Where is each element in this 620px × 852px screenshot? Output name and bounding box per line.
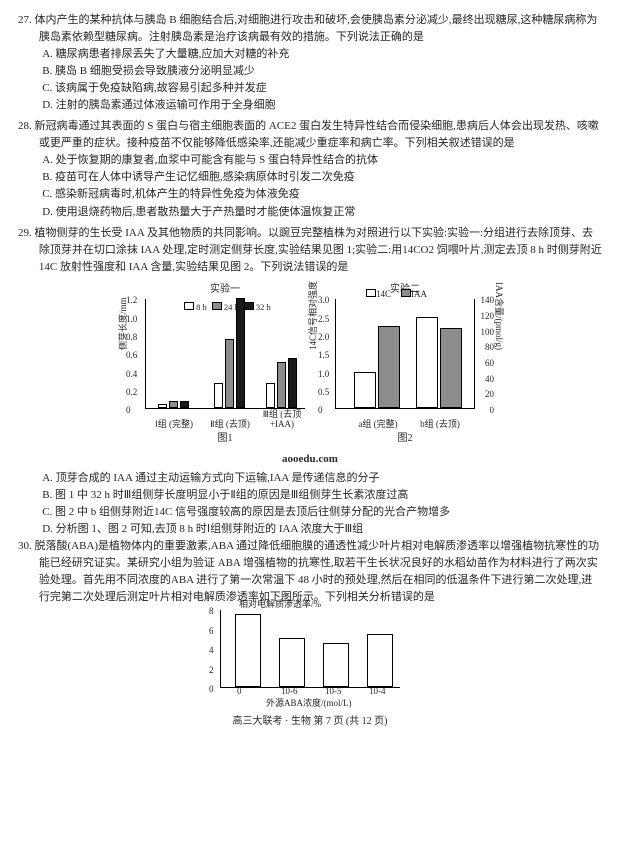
q29-opt-a: A. 顶芽合成的 IAA 通过主动运输方式向下运输,IAA 是传递信息的分子 (18, 470, 602, 487)
chart-1: 侧芽长度/mm 8 h 24 h 32 h 00.20.40.60.81.01.… (145, 299, 305, 409)
q27-opt-c: C. 该病属于免疫缺陷病,故容易引起多种并发症 (18, 80, 602, 97)
chart-3: 相对电解质渗透率/% 外源ABA浓度/(mol/L) 02468010-610-… (220, 610, 400, 688)
q29-opt-c: C. 图 2 中 b 组侧芽附近14C 信号强度较高的原因是去顶后往侧芽分配的光… (18, 504, 602, 521)
fig2-legend: 14CIAA (366, 288, 427, 302)
fig3-xlabel: 外源ABA浓度/(mol/L) (266, 697, 352, 711)
fig1-legend: 8 h 24 h 32 h (184, 301, 271, 314)
figure-3-wrap: 相对电解质渗透率/% 外源ABA浓度/(mol/L) 02468010-610-… (18, 610, 602, 688)
q28-opt-c: C. 感染新冠病毒时,机体产生的特异性免疫为体液免疫 (18, 186, 602, 203)
q27-opt-a: A. 糖尿病患者排尿丢失了大量糖,应加大对糖的补充 (18, 46, 602, 63)
q30-stem: 30. 脱落酸(ABA)是植物体内的重要激素,ABA 通过降低细胞膜的通透性减少… (18, 538, 602, 606)
q28-opt-a: A. 处于恢复期的康复者,血浆中可能含有能与 S 蛋白特异性结合的抗体 (18, 152, 602, 169)
fig1-title: 实验一 (210, 282, 240, 298)
q27-stem: 27. 体内产生的某种抗体与胰岛 B 细胞结合后,对细胞进行攻击和破坏,会使胰岛… (18, 12, 602, 46)
q29-stem: 29. 植物侧芽的生长受 IAA 及其他物质的共同影响。以豌豆完整植株为对照进行… (18, 225, 602, 276)
q29-opt-d: D. 分析图 1、图 2 可知,去顶 8 h 时Ⅰ组侧芽附近的 IAA 浓度大于… (18, 521, 602, 538)
q27-opt-b: B. 胰岛 B 细胞受损会导致胰液分泌明显减少 (18, 63, 602, 80)
q28-stem: 28. 新冠病毒通过其表面的 S 蛋白与宿主细胞表面的 ACE2 蛋白发生特异性… (18, 118, 602, 152)
fig3-title: 相对电解质渗透率/% (239, 598, 321, 612)
figure-2: 实验二 14C信号相对强度 IAA含量/(pmol/g) 14CIAA 00.5… (335, 282, 475, 447)
fig1-caption: 图1 (218, 431, 233, 447)
chart-2: 14C信号相对强度 IAA含量/(pmol/g) 14CIAA 00.51.01… (335, 299, 475, 409)
figure-1: 实验一 侧芽长度/mm 8 h 24 h 32 h 00.20.40.60.81… (145, 282, 305, 447)
q29-opt-b: B. 图 1 中 32 h 时Ⅲ组侧芽长度明显小于Ⅱ组的原因是Ⅲ组侧芽生长素浓度… (18, 487, 602, 504)
watermark: aooedu.com (18, 451, 602, 468)
question-28: 28. 新冠病毒通过其表面的 S 蛋白与宿主细胞表面的 ACE2 蛋白发生特异性… (18, 118, 602, 220)
q28-opt-d: D. 使用退烧药物后,患者散热量大于产热量时才能使体温恢复正常 (18, 204, 602, 221)
q28-opt-b: B. 疫苗可在人体中诱导产生记忆细胞,感染病原体时引发二次免疫 (18, 169, 602, 186)
question-27: 27. 体内产生的某种抗体与胰岛 B 细胞结合后,对细胞进行攻击和破坏,会使胰岛… (18, 12, 602, 114)
q27-opt-d: D. 注射的胰岛素通过体液运输可作用于全身细胞 (18, 97, 602, 114)
fig2-caption: 图2 (398, 431, 413, 447)
question-29: 29. 植物侧芽的生长受 IAA 及其他物质的共同影响。以豌豆完整植株为对照进行… (18, 225, 602, 276)
question-30: 30. 脱落酸(ABA)是植物体内的重要激素,ABA 通过降低细胞膜的通透性减少… (18, 538, 602, 606)
figures-row: 实验一 侧芽长度/mm 8 h 24 h 32 h 00.20.40.60.81… (18, 282, 602, 447)
page-footer: 高三大联考 · 生物 第 7 页 (共 12 页) (18, 714, 602, 730)
